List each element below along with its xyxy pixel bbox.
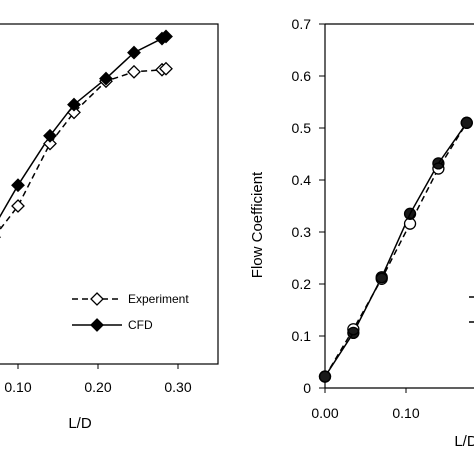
right-y-tick-label: 0 (303, 380, 311, 396)
legend-marker-cfd (90, 318, 104, 332)
right-series-line-1 (324, 122, 468, 377)
right-point-series-1 (432, 157, 445, 170)
right-point-series-1 (347, 326, 360, 340)
left-point-cfd (127, 45, 141, 60)
left-chart: 0.10 0.20 0.30 L/D Experiment CFD (0, 23, 219, 432)
right-y-tick-label: 0.6 (292, 68, 312, 84)
left-point-experiment (159, 61, 173, 76)
right-chart: 0 0.1 0.2 0.3 0.4 0.5 0.6 0.7 0.00 0.10 Flow Coe… (249, 16, 474, 450)
right-point-series-1 (375, 271, 388, 284)
left-point-cfd (99, 71, 113, 86)
left-series-line-cfd (0, 35, 167, 218)
left-point-cfd (11, 178, 25, 193)
left-x-tick-label: 0.10 (4, 379, 31, 395)
left-point-experiment (67, 105, 81, 120)
left-point-cfd (67, 97, 81, 112)
right-x-axis-label: L/D (454, 433, 474, 450)
right-y-axis-label: Flow Coefficient (249, 171, 266, 278)
left-point-experiment (11, 199, 25, 213)
left-point-experiment (127, 64, 141, 79)
right-point-series-1 (403, 207, 417, 220)
left-legend: Experiment CFD (72, 292, 189, 332)
left-series-line-experiment (0, 67, 167, 231)
left-plot-frame (0, 23, 219, 365)
left-point-experiment (43, 136, 57, 151)
right-y-tick-label: 0.2 (292, 276, 312, 292)
right-y-tick-label: 0.7 (292, 16, 312, 32)
right-y-tick-label: 0.1 (292, 328, 312, 344)
right-x-tick-label: 0.00 (311, 405, 338, 421)
left-point-cfd (159, 29, 173, 44)
left-x-tick-label: 0.30 (164, 379, 191, 395)
right-legend-fragment (469, 296, 474, 323)
legend-marker-experiment (90, 292, 104, 306)
left-point-cfd (43, 128, 57, 143)
right-y-tick-label: 0.3 (292, 224, 312, 240)
right-point-series-1 (460, 116, 473, 129)
left-x-axis-label: L/D (68, 415, 92, 432)
right-y-tick-label: 0.5 (292, 120, 312, 136)
right-y-tick-label: 0.4 (292, 172, 312, 188)
right-series-line-0 (324, 122, 468, 377)
left-x-tick-label: 0.20 (84, 379, 111, 395)
right-x-tick-label: 0.10 (392, 405, 419, 421)
right-point-series-1 (318, 370, 332, 383)
legend-label-experiment: Experiment (128, 292, 189, 306)
legend-label-cfd: CFD (128, 318, 153, 332)
